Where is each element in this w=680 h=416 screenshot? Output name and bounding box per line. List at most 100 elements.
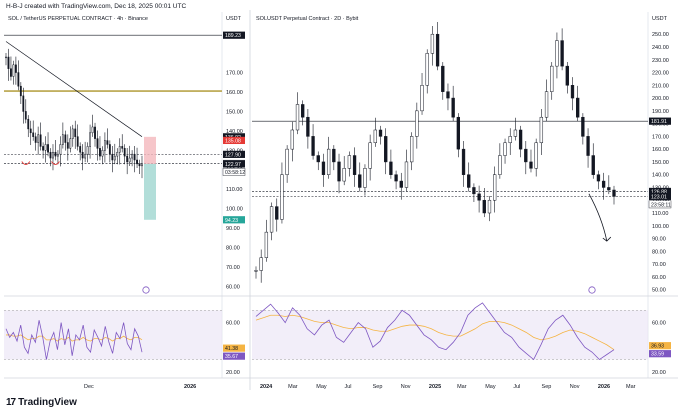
x-tick-label: 2025 (429, 384, 441, 390)
x-tick-label: Nov (570, 384, 580, 390)
y-tick-label: 140.00 (226, 129, 243, 135)
candle-body (84, 153, 87, 159)
candle-body (99, 148, 101, 157)
candle-body (378, 129, 383, 137)
x-tick-label: Jul (513, 384, 520, 390)
y-tick-label: 170.00 (652, 134, 669, 140)
price-label-text: 94.23 (225, 218, 238, 224)
currency-label: USDT (652, 16, 668, 22)
candle-body (133, 153, 136, 161)
candle-body (550, 65, 554, 92)
candle-body (264, 231, 269, 258)
price-label-text: 127.90 (225, 152, 241, 158)
rsi-value-box (223, 352, 245, 360)
y-tick-label: 60.00 (652, 275, 666, 281)
x-tick-label: 2024 (260, 384, 273, 390)
y-tick-label: 160.00 (652, 147, 669, 153)
candle-body (555, 40, 559, 67)
candle-body (290, 129, 294, 150)
candle-body (596, 174, 601, 182)
candle-body (101, 150, 104, 157)
candle-body (94, 126, 96, 139)
y-tick-label: 230.00 (652, 58, 669, 64)
rsi-value-text: 33.59 (651, 352, 664, 358)
target-zone (144, 163, 156, 220)
candle-body (430, 33, 435, 54)
rsi-tick-label: 60.00 (226, 321, 240, 327)
y-tick-label: 70.00 (226, 265, 240, 271)
rsi-value-box (649, 350, 671, 358)
price-label-text: 123.01 (651, 194, 667, 200)
candle-body (518, 129, 523, 150)
candle-body (108, 144, 111, 155)
candle-body (32, 132, 35, 137)
candle-body (565, 65, 569, 86)
rsi-value-box (649, 342, 671, 350)
candle-body (342, 168, 346, 182)
candle-body (301, 104, 305, 118)
candle-body (57, 153, 59, 157)
candle-body (363, 168, 367, 188)
rsi-tick-label: 20.00 (652, 370, 666, 376)
rsi-value-text: 41.38 (225, 346, 238, 352)
rsi-value-text: 35.67 (225, 354, 238, 360)
candle-body (22, 95, 25, 112)
candle-body (59, 144, 62, 155)
x-tick-label: Mar (457, 384, 467, 390)
candle-body (280, 174, 284, 220)
candle-body (14, 64, 17, 73)
candle-body (612, 189, 616, 197)
y-tick-label: 110.00 (226, 187, 242, 193)
candle-body (539, 116, 544, 144)
candle-body (358, 174, 362, 188)
stop-loss-zone (144, 136, 156, 164)
price-label-text: 23:58:11 (651, 202, 671, 208)
rsi-value-box (223, 344, 245, 352)
candle-body (560, 40, 564, 67)
y-tick-label: 140.00 (652, 173, 669, 179)
candle-body (285, 148, 289, 175)
left-chart-panel[interactable]: SOL / TetherUS PERPETUAL CONTRACT · 4h ·… (4, 12, 252, 390)
y-tick-label: 80.00 (226, 245, 240, 251)
candle-body (64, 134, 67, 143)
candle-body (34, 136, 37, 143)
rsi-value-text: 36.93 (651, 344, 664, 350)
y-tick-label: 200.00 (652, 96, 669, 102)
candle-body (39, 134, 42, 147)
candle-body (477, 193, 481, 201)
candle-body (29, 128, 32, 134)
candle-body (581, 116, 585, 137)
chart-title: SOL / TetherUS PERPETUAL CONTRACT · 4h ·… (8, 16, 148, 22)
candle-body (534, 142, 538, 169)
candle-body (570, 85, 575, 99)
candle-body (404, 161, 409, 188)
candle-body (311, 136, 315, 156)
price-label-box (223, 136, 245, 145)
candle-body (384, 136, 388, 163)
candle-body (131, 153, 134, 159)
candle-body (295, 104, 300, 131)
tradingview-brand[interactable]: 17 TradingView (6, 397, 77, 408)
y-tick-label: 160.00 (226, 90, 243, 96)
candle-body (461, 148, 466, 175)
candle-body (91, 126, 94, 134)
candle-body (456, 116, 461, 150)
candle-body (141, 163, 143, 167)
trendline (5, 41, 143, 137)
candle-body (498, 155, 502, 175)
candle-body (96, 138, 99, 149)
right-chart-panel[interactable]: SOLUSDT Perpetual Contract · 2D · Bybit U… (252, 12, 678, 390)
candle-body (482, 199, 486, 214)
candle-body (81, 151, 84, 159)
candle-body (52, 151, 54, 159)
candle-body (389, 161, 393, 175)
candle-body (10, 68, 12, 77)
projection-arrow (588, 193, 608, 242)
candle-body (116, 151, 119, 157)
candle-body (467, 174, 471, 188)
candle-body (66, 142, 69, 149)
candle-body (269, 206, 274, 233)
candle-body (368, 142, 372, 169)
candle-body (409, 136, 414, 163)
candle-body (601, 180, 606, 188)
